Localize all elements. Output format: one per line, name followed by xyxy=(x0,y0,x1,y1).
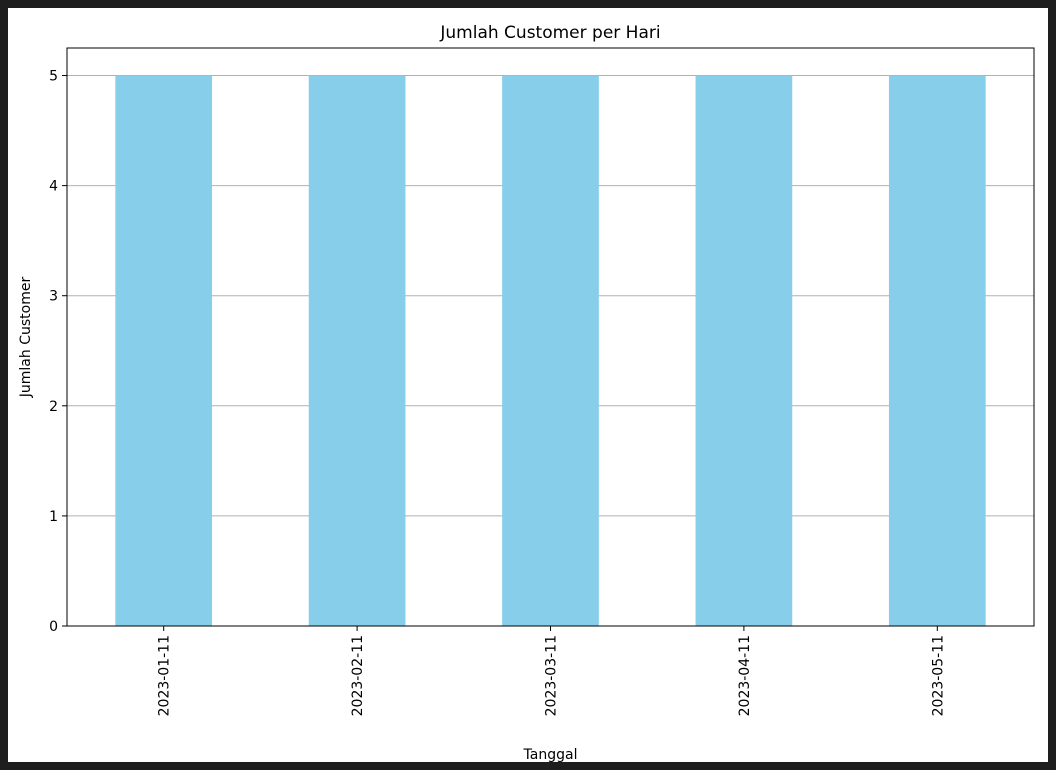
bar xyxy=(308,75,406,627)
y-tick-label: 0 xyxy=(49,619,58,635)
x-axis-label: Tanggal xyxy=(523,747,578,762)
bar xyxy=(115,75,213,627)
bar xyxy=(888,75,986,627)
bars-layer xyxy=(115,75,986,627)
y-tick-label: 2 xyxy=(49,399,58,415)
x-tick-label: 2023-03-11 xyxy=(544,635,560,716)
x-tick-label: 2023-04-11 xyxy=(737,635,753,716)
x-tick-label: 2023-01-11 xyxy=(157,635,173,716)
chart-title: Jumlah Customer per Hari xyxy=(439,23,660,43)
x-tick-label: 2023-02-11 xyxy=(350,635,366,716)
y-axis: 0 1 2 3 4 5 xyxy=(49,69,67,635)
bar xyxy=(695,75,793,627)
y-tick-label: 1 xyxy=(49,509,58,525)
y-tick-label: 4 xyxy=(49,179,58,195)
x-tick-label: 2023-05-11 xyxy=(930,635,946,716)
y-tick-label: 3 xyxy=(49,289,58,305)
y-axis-label: Jumlah Customer xyxy=(18,277,34,399)
x-axis: 2023-01-11 2023-02-11 2023-03-11 2023-04-11… xyxy=(157,626,946,716)
bar xyxy=(502,75,599,627)
y-tick-label: 5 xyxy=(49,69,58,85)
